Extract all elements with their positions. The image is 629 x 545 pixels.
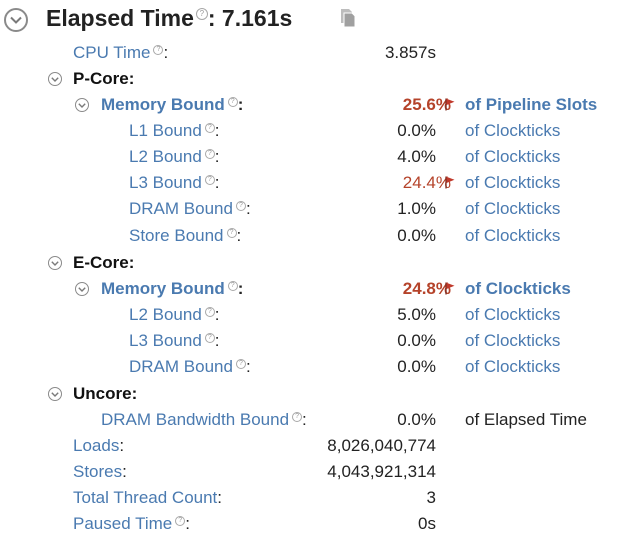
pcore-l2-bound-label[interactable]: L2 Bound?: — [129, 147, 220, 166]
ecore-dram-bound-label[interactable]: DRAM Bound?: — [129, 357, 251, 376]
collapse-elapsed-time-button[interactable] — [4, 8, 28, 32]
paused-time-label[interactable]: Paused Time?: — [73, 514, 190, 533]
ecore-l3-bound-label[interactable]: L3 Bound?: — [129, 331, 220, 350]
ecore-l2-bound-label[interactable]: L2 Bound?: — [129, 305, 220, 324]
pcore-l1-bound-row: L1 Bound?: 0.0% of Clockticks — [0, 121, 629, 143]
chevron-down-icon — [51, 76, 59, 82]
pcore-dram-bound-value: 1.0% — [397, 199, 436, 218]
elapsed-time-value: : 7.161s — [207, 5, 293, 31]
flag-icon — [445, 98, 455, 111]
pcore-l3-bound-label[interactable]: L3 Bound?: — [129, 173, 220, 192]
ecore-memory-bound-row: Memory Bound?: 24.8% of Clockticks — [0, 279, 629, 301]
help-icon[interactable]: ? — [227, 281, 238, 291]
pcore-l2-bound-row: L2 Bound?: 4.0% of Clockticks — [0, 147, 629, 169]
ecore-dram-bound-value: 0.0% — [397, 357, 436, 376]
pcore-dram-bound-label[interactable]: DRAM Bound?: — [129, 199, 251, 218]
loads-value: 8,026,040,774 — [327, 436, 436, 455]
help-icon[interactable]: ? — [195, 8, 208, 20]
elapsed-time-title: Elapsed Time?: 7.161s — [46, 5, 292, 32]
pcore-l3-bound-unit[interactable]: of Clockticks — [465, 173, 561, 192]
pcore-l3-bound-value: 24.4% — [402, 173, 451, 192]
ecore-l3-bound-value: 0.0% — [397, 331, 436, 350]
pcore-l3-bound-row: L3 Bound?: 24.4% of Clockticks — [0, 173, 629, 195]
ecore-l2-bound-value: 5.0% — [397, 305, 436, 324]
pcore-memory-bound-value: 25.6% — [402, 95, 451, 114]
collapse-pcore-button[interactable] — [48, 72, 62, 86]
pcore-store-bound-value: 0.0% — [397, 226, 436, 245]
ecore-dram-bound-row: DRAM Bound?: 0.0% of Clockticks — [0, 357, 629, 379]
loads-row: Loads: 8,026,040,774 — [0, 436, 629, 458]
help-icon[interactable]: ? — [204, 123, 215, 133]
pcore-l1-bound-label[interactable]: L1 Bound?: — [129, 121, 220, 140]
ecore-memory-bound-label[interactable]: Memory Bound?: — [101, 279, 244, 298]
collapse-uncore-button[interactable] — [48, 387, 62, 401]
cpu-time-value: 3.857s — [384, 43, 436, 62]
ecore-l2-bound-row: L2 Bound?: 5.0% of Clockticks — [0, 305, 629, 327]
help-icon[interactable]: ? — [227, 97, 238, 107]
loads-label[interactable]: Loads: — [73, 436, 125, 455]
pcore-section-row: P-Core: — [0, 69, 629, 91]
flag-icon — [445, 282, 455, 295]
dram-bandwidth-bound-label[interactable]: DRAM Bandwidth Bound?: — [101, 410, 307, 429]
dram-bandwidth-bound-value: 0.0% — [397, 410, 436, 429]
pcore-store-bound-row: Store Bound?: 0.0% of Clockticks — [0, 226, 629, 248]
help-icon[interactable]: ? — [292, 412, 303, 422]
uncore-section-row: Uncore: — [0, 384, 629, 406]
total-thread-count-row: Total Thread Count: 3 — [0, 488, 629, 510]
pcore-l1-bound-value: 0.0% — [397, 121, 436, 140]
help-icon[interactable]: ? — [204, 333, 215, 343]
stores-value: 4,043,921,314 — [327, 462, 436, 481]
collapse-pcore-memory-bound-button[interactable] — [75, 98, 89, 112]
pcore-store-bound-label[interactable]: Store Bound?: — [129, 226, 242, 245]
pcore-store-bound-unit[interactable]: of Clockticks — [465, 226, 561, 245]
help-icon[interactable]: ? — [235, 201, 246, 211]
pcore-memory-bound-label[interactable]: Memory Bound?: — [101, 95, 244, 114]
stores-row: Stores: 4,043,921,314 — [0, 462, 629, 484]
chevron-down-icon — [51, 260, 59, 266]
elapsed-time-label: Elapsed Time — [46, 5, 194, 31]
pcore-dram-bound-unit[interactable]: of Clockticks — [465, 199, 561, 218]
total-thread-count-label[interactable]: Total Thread Count: — [73, 488, 223, 507]
ecore-l3-bound-unit[interactable]: of Clockticks — [465, 331, 561, 350]
pcore-l2-bound-unit[interactable]: of Clockticks — [465, 147, 561, 166]
pcore-memory-bound-row: Memory Bound?: 25.6% of Pipeline Slots — [0, 95, 629, 117]
ecore-memory-bound-unit[interactable]: of Clockticks — [465, 279, 571, 298]
help-icon[interactable]: ? — [204, 149, 215, 159]
uncore-dram-bandwidth-row: DRAM Bandwidth Bound?: 0.0% of Elapsed T… — [0, 410, 629, 432]
pcore-memory-bound-unit[interactable]: of Pipeline Slots — [465, 95, 598, 114]
summary-header: Elapsed Time?: 7.161s — [0, 0, 629, 42]
ecore-memory-bound-value: 24.8% — [402, 279, 451, 298]
ecore-l2-bound-unit[interactable]: of Clockticks — [465, 305, 561, 324]
help-icon[interactable]: ? — [204, 307, 215, 317]
paused-time-value: 0s — [418, 514, 436, 533]
ecore-dram-bound-unit[interactable]: of Clockticks — [465, 357, 561, 376]
help-icon[interactable]: ? — [204, 175, 215, 185]
cpu-time-row: CPU Time?: 3.857s — [0, 43, 629, 65]
ecore-label: E-Core: — [73, 253, 135, 272]
pcore-l1-bound-unit[interactable]: of Clockticks — [465, 121, 561, 140]
chevron-down-icon — [78, 286, 86, 292]
pcore-l2-bound-value: 4.0% — [397, 147, 436, 166]
help-icon[interactable]: ? — [175, 516, 186, 526]
total-thread-count-value: 3 — [426, 488, 436, 507]
copy-icon[interactable] — [339, 8, 357, 33]
paused-time-row: Paused Time?: 0s — [0, 514, 629, 536]
chevron-down-icon — [51, 391, 59, 397]
pcore-dram-bound-row: DRAM Bound?: 1.0% of Clockticks — [0, 199, 629, 221]
chevron-down-icon — [10, 16, 22, 24]
flag-icon — [445, 176, 455, 189]
chevron-down-icon — [78, 102, 86, 108]
help-icon[interactable]: ? — [153, 45, 164, 55]
uncore-label: Uncore: — [73, 384, 138, 403]
help-icon[interactable]: ? — [235, 359, 246, 369]
ecore-l3-bound-row: L3 Bound?: 0.0% of Clockticks — [0, 331, 629, 353]
collapse-ecore-button[interactable] — [48, 256, 62, 270]
cpu-time-label[interactable]: CPU Time?: — [73, 43, 169, 62]
collapse-ecore-memory-bound-button[interactable] — [75, 282, 89, 296]
dram-bandwidth-bound-unit: of Elapsed Time — [465, 410, 587, 429]
ecore-section-row: E-Core: — [0, 253, 629, 275]
help-icon[interactable]: ? — [226, 228, 237, 238]
stores-label[interactable]: Stores: — [73, 462, 127, 481]
pcore-label: P-Core: — [73, 69, 135, 88]
